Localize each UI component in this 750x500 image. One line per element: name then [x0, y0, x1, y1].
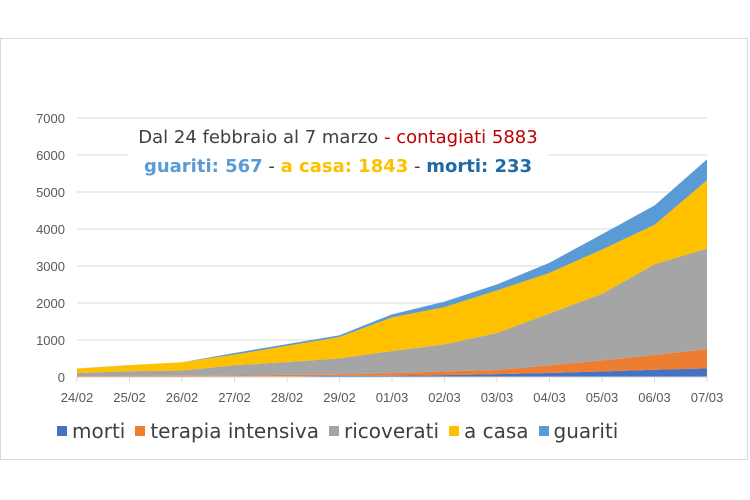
legend-swatch: [449, 426, 459, 436]
y-tick-label: 6000: [36, 148, 65, 163]
x-tick-label: 24/02: [61, 390, 94, 405]
legend-label: a casa: [464, 419, 529, 443]
title-line-1: Dal 24 febbraio al 7 marzo - contagiati …: [128, 124, 548, 152]
x-tick-label: 25/02: [113, 390, 146, 405]
legend-swatch: [57, 426, 67, 436]
x-tick-label: 28/02: [271, 390, 304, 405]
x-tick-label: 03/03: [481, 390, 514, 405]
title-period: Dal 24 febbraio al 7 marzo: [138, 127, 379, 148]
legend-item-terapia-intensiva: terapia intensiva: [135, 419, 319, 443]
y-tick-label: 7000: [36, 111, 65, 126]
title-separator: -: [262, 156, 281, 177]
legend-label: ricoverati: [343, 419, 439, 443]
legend-item-ricoverati: ricoverati: [328, 419, 439, 443]
x-tick-label: 27/02: [218, 390, 251, 405]
y-tick-label: 1000: [36, 333, 65, 348]
x-tick-label: 05/03: [586, 390, 619, 405]
area-a-casa: [77, 180, 707, 374]
legend-label: terapia intensiva: [150, 419, 319, 443]
legend-item-a-casa: a casa: [449, 419, 529, 443]
area-terapia-intensiva: [77, 349, 707, 377]
legend-item-morti: morti: [57, 419, 125, 443]
area-ricoverati: [77, 248, 707, 377]
y-tick-label: 4000: [36, 222, 65, 237]
legend-item-guariti: guariti: [538, 419, 619, 443]
chart-frame: [0, 38, 748, 460]
title-contagiati: - contagiati 5883: [378, 127, 538, 148]
x-tick-label: 04/03: [533, 390, 566, 405]
chart-title: Dal 24 febbraio al 7 marzo - contagiati …: [128, 124, 548, 186]
x-tick-label: 07/03: [691, 390, 724, 405]
x-tick-label: 01/03: [376, 390, 409, 405]
legend: morti terapia intensiva ricoverati a cas…: [57, 419, 628, 443]
legend-swatch: [538, 426, 549, 436]
y-tick-label: 2000: [36, 296, 65, 311]
title-guariti: guariti: 567: [143, 156, 263, 177]
x-tick-label: 02/03: [428, 390, 461, 405]
y-axis-ticks: 0 1000 2000 3000 4000 5000 6000 7000: [36, 111, 65, 385]
legend-label: guariti: [553, 419, 619, 443]
y-tick-label: 5000: [36, 185, 65, 200]
y-tick-label: 3000: [36, 259, 65, 274]
x-tick-label: 29/02: [323, 390, 356, 405]
legend-swatch: [135, 426, 146, 436]
title-morti: morti: 233: [426, 156, 533, 177]
areas: [77, 159, 707, 377]
legend-label: morti: [72, 419, 126, 443]
legend-swatch: [328, 426, 339, 436]
x-tick-label: 26/02: [166, 390, 199, 405]
title-a-casa: a casa: 1843: [280, 156, 409, 177]
title-line-2: guariti: 567 - a casa: 1843 - morti: 233: [128, 152, 548, 182]
x-tick-label: 06/03: [638, 390, 671, 405]
y-tick-label: 0: [58, 370, 65, 385]
title-separator: -: [408, 156, 427, 177]
area-morti: [77, 368, 707, 377]
x-axis-ticks: 24/02 25/02 26/02 27/02 28/02 29/02 01/03 02/03…: [61, 376, 724, 405]
